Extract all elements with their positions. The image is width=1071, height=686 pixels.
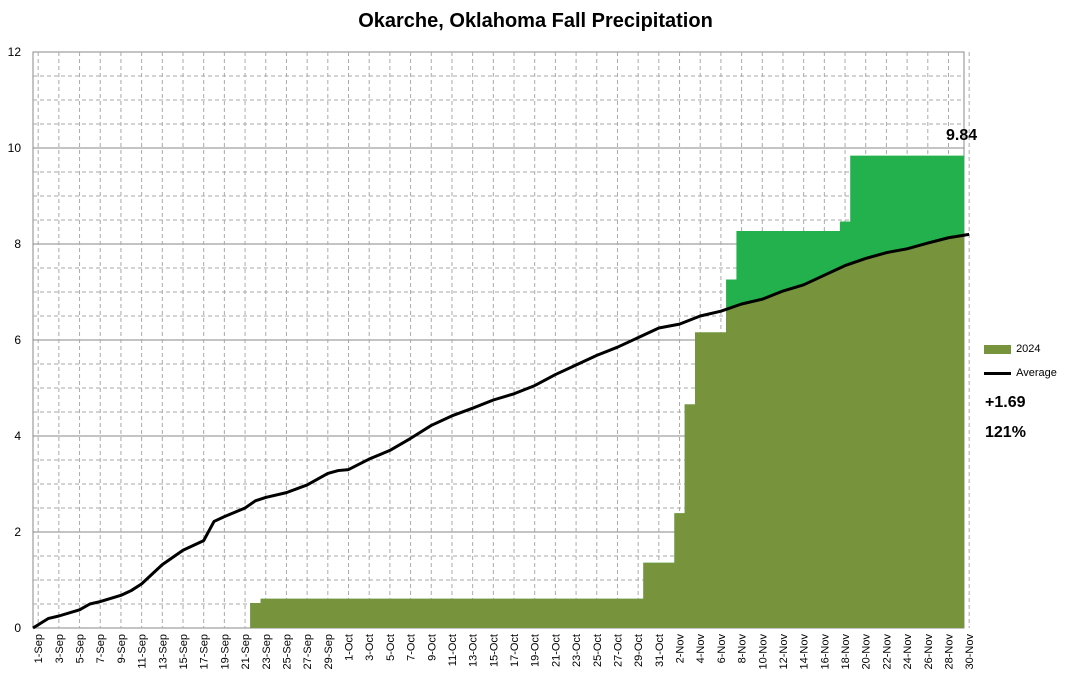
x-tick-label: 5-Oct <box>385 634 397 661</box>
x-tick-label: 14-Nov <box>799 634 811 670</box>
x-tick-label: 28-Nov <box>943 634 955 670</box>
x-tick-label: 13-Oct <box>468 634 480 667</box>
y-tick-label: 4 <box>14 429 21 443</box>
x-tick-label: 23-Sep <box>261 634 273 669</box>
legend-item-average: Average <box>984 367 1057 379</box>
x-tick-label: 31-Oct <box>654 634 666 667</box>
x-tick-label: 1-Sep <box>33 634 45 663</box>
x-tick-label: 27-Oct <box>612 634 624 667</box>
x-tick-label: 29-Oct <box>633 634 645 667</box>
x-tick-label: 29-Sep <box>323 634 335 669</box>
x-tick-label: 21-Sep <box>240 634 252 669</box>
x-tick-label: 13-Sep <box>157 634 169 669</box>
x-tick-label: 25-Sep <box>281 634 293 669</box>
y-tick-label: 10 <box>8 141 22 155</box>
y-tick-label: 0 <box>14 621 21 635</box>
x-tick-label: 2-Nov <box>675 634 687 664</box>
x-tick-label: 1-Oct <box>344 634 356 661</box>
x-tick-label: 19-Sep <box>219 634 231 669</box>
x-tick-label: 11-Sep <box>137 634 149 669</box>
series-average-line <box>32 232 970 630</box>
x-tick-label: 16-Nov <box>819 634 831 670</box>
y-tick-label: 2 <box>14 525 21 539</box>
legend-item-2024: 2024 <box>984 343 1041 355</box>
legend-label-average: Average <box>1016 367 1057 379</box>
legend-swatch-2024 <box>984 344 1011 354</box>
chart-title: Okarche, Oklahoma Fall Precipitation <box>358 10 713 32</box>
x-tick-label: 9-Sep <box>116 634 128 663</box>
x-tick-label: 23-Oct <box>571 634 583 667</box>
area-layer <box>33 155 964 628</box>
x-tick-label: 17-Oct <box>509 634 521 667</box>
x-tick-label: 24-Nov <box>902 634 914 670</box>
series-2024-below-average-area <box>33 234 964 628</box>
x-tick-label: 17-Sep <box>199 634 211 669</box>
x-tick-label: 11-Oct <box>447 634 459 666</box>
x-tick-label: 3-Oct <box>364 634 376 661</box>
x-tick-label: 18-Nov <box>840 634 852 670</box>
x-tick-label: 15-Sep <box>178 634 190 669</box>
x-tick-label: 22-Nov <box>881 634 893 670</box>
x-tick-label: 4-Nov <box>695 634 707 664</box>
x-tick-label: 10-Nov <box>757 634 769 670</box>
y-tick-label: 6 <box>14 333 21 347</box>
departure-label: +1.69 <box>985 394 1026 411</box>
x-tick-label: 21-Oct <box>550 634 562 667</box>
x-tick-label: 26-Nov <box>923 634 935 670</box>
x-tick-label: 19-Oct <box>530 634 542 667</box>
x-tick-label: 6-Nov <box>716 634 728 664</box>
x-tick-label: 5-Sep <box>75 634 87 663</box>
y-tick-label: 12 <box>8 45 22 59</box>
x-tick-label: 12-Nov <box>778 634 790 670</box>
final-total-label: 9.84 <box>946 127 978 144</box>
line-layer <box>32 232 970 630</box>
y-tick-label: 8 <box>14 237 21 251</box>
x-tick-label: 25-Oct <box>592 634 604 667</box>
x-tick-label: 27-Sep <box>302 634 314 669</box>
x-tick-label: 30-Nov <box>964 634 976 670</box>
x-tick-label: 3-Sep <box>54 634 66 663</box>
x-tick-label: 20-Nov <box>861 634 873 670</box>
legend-line-average <box>984 371 1011 375</box>
x-tick-label: 8-Nov <box>737 634 749 664</box>
axis-layer: 0 2 4 6 8 10 12 1-Sep 3-Sep 5-Sep 7-Sep 9-Sep 11-Sep… <box>8 45 977 669</box>
x-tick-label: 15-Oct <box>488 634 500 667</box>
legend-label-2024: 2024 <box>1016 343 1041 355</box>
x-tick-label: 7-Sep <box>95 634 107 663</box>
percent-of-normal-label: 121% <box>985 424 1026 441</box>
x-tick-label: 9-Oct <box>426 634 438 661</box>
x-tick-label: 7-Oct <box>406 634 418 661</box>
